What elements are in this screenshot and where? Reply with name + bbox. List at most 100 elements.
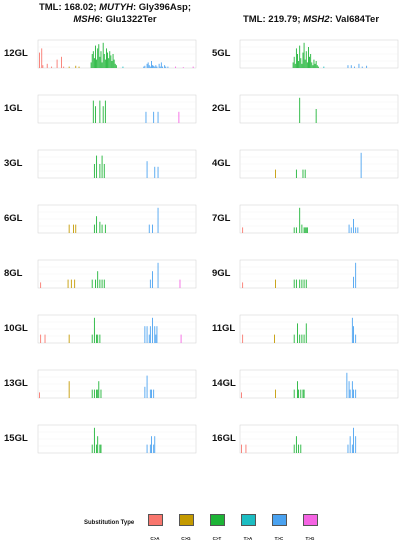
spectrum-chart-15gl <box>37 424 197 454</box>
legend-title: Substitution Type <box>84 520 135 526</box>
bar-c-to-t <box>91 54 93 68</box>
bar-c-to-t <box>299 45 301 68</box>
legend-label: C>T <box>212 536 222 541</box>
bar-c-to-t <box>99 279 101 288</box>
bar-c-to-t <box>303 334 305 343</box>
bar-c-to-t <box>93 317 95 343</box>
bar-t-to-c <box>357 227 359 233</box>
bar-c-to-t <box>295 169 297 178</box>
spectrum-chart-2gl <box>239 94 399 124</box>
bar-t-to-c <box>158 63 160 68</box>
spectrum-panel-15gl <box>34 423 198 457</box>
bar-c-to-t <box>102 106 104 123</box>
bar-c-to-t <box>299 207 301 233</box>
bar-c-to-t <box>304 169 306 178</box>
bar-t-to-c <box>154 326 156 343</box>
bar-c-to-t <box>91 389 93 398</box>
spectrum-panel-4gl <box>236 148 400 182</box>
bar-c-to-t <box>303 42 305 68</box>
bar-c-to-t <box>110 55 112 68</box>
legend-label: C>A <box>150 536 160 541</box>
bar-t-to-c <box>165 66 167 68</box>
bar-c-to-a <box>42 65 44 68</box>
left-header-mid: : Gly396Asp; <box>132 2 192 13</box>
bar-c-to-t <box>299 97 301 123</box>
panel-label-3gl: 3GL <box>4 158 23 169</box>
bar-c-to-a <box>61 56 62 68</box>
bar-c-to-a <box>51 66 53 68</box>
bar-t-to-g <box>180 334 182 343</box>
bar-c-to-t <box>96 389 98 398</box>
bar-c-to-t <box>101 279 103 288</box>
bar-t-to-c <box>153 65 155 68</box>
legend-swatch-c-to-t <box>210 514 225 526</box>
bar-c-to-t <box>294 63 296 68</box>
bar-t-to-c <box>353 427 354 453</box>
bar-c-to-t <box>308 47 309 68</box>
bar-c-to-a <box>41 48 43 68</box>
legend-label: T>G <box>305 536 315 541</box>
bar-t-to-c <box>152 65 153 68</box>
bar-t-to-c <box>155 65 157 68</box>
bar-c-to-a <box>56 59 58 68</box>
bar-t-to-a <box>122 66 124 68</box>
bar-t-to-c <box>149 66 151 68</box>
bar-c-to-t <box>93 224 95 233</box>
bar-c-to-t <box>310 54 312 68</box>
bar-t-to-c <box>152 224 153 233</box>
bar-c-to-t <box>305 51 307 68</box>
bar-c-to-g <box>73 224 74 233</box>
bar-t-to-c <box>167 66 169 68</box>
legend-label: T>C <box>274 536 284 541</box>
bar-c-to-a <box>44 334 46 343</box>
bar-c-to-t <box>93 164 95 178</box>
bar-c-to-t <box>314 63 316 68</box>
bar-t-to-c <box>355 334 357 343</box>
bar-c-to-a <box>39 392 40 398</box>
bar-t-to-c <box>349 389 351 398</box>
bar-t-to-c <box>351 444 353 453</box>
bar-t-to-c <box>347 444 349 453</box>
bar-t-to-c <box>143 66 145 68</box>
bar-c-to-t <box>295 227 297 233</box>
bar-t-to-c <box>160 62 162 68</box>
bar-c-to-t <box>106 48 107 68</box>
bar-t-to-c <box>349 436 351 453</box>
spectrum-panel-13gl <box>34 368 198 402</box>
bar-c-to-t <box>293 56 295 68</box>
bar-t-to-c <box>156 66 158 68</box>
bar-t-to-c <box>149 389 151 398</box>
bar-c-to-t <box>303 227 305 233</box>
bar-c-to-t <box>293 334 295 343</box>
bar-t-to-c <box>358 63 360 68</box>
bar-t-to-c <box>153 111 155 123</box>
bar-c-to-t <box>102 42 104 68</box>
bar-c-to-t <box>298 389 300 398</box>
panel-label-14gl: 14GL <box>212 378 236 389</box>
bar-t-to-g <box>192 66 194 68</box>
spectrum-panel-1gl <box>34 93 198 127</box>
bar-c-to-t <box>295 436 297 453</box>
legend-label: T>A <box>243 536 253 541</box>
bar-t-to-c <box>161 66 163 68</box>
bar-c-to-a <box>63 66 65 68</box>
bar-c-to-t <box>103 54 105 68</box>
bar-c-to-t <box>97 48 99 68</box>
spectrum-chart-3gl <box>37 149 197 179</box>
legend-label: C>G <box>181 536 191 541</box>
spectrum-panel-14gl <box>236 368 400 402</box>
bar-t-to-c <box>164 65 166 68</box>
bar-c-to-g <box>78 66 80 68</box>
spectrum-chart-13gl <box>37 369 197 399</box>
bar-c-to-t <box>297 323 298 343</box>
bar-c-to-g <box>274 334 275 343</box>
bar-t-to-c <box>353 389 354 398</box>
bar-t-to-c <box>154 166 156 178</box>
spectrum-chart-1gl <box>37 94 197 124</box>
bar-c-to-a <box>241 444 242 453</box>
bar-c-to-t <box>104 100 106 123</box>
spectrum-panel-11gl <box>236 313 400 347</box>
bar-t-to-c <box>355 262 357 288</box>
bar-c-to-a <box>241 392 242 398</box>
legend-swatch-t-to-c <box>272 514 287 526</box>
